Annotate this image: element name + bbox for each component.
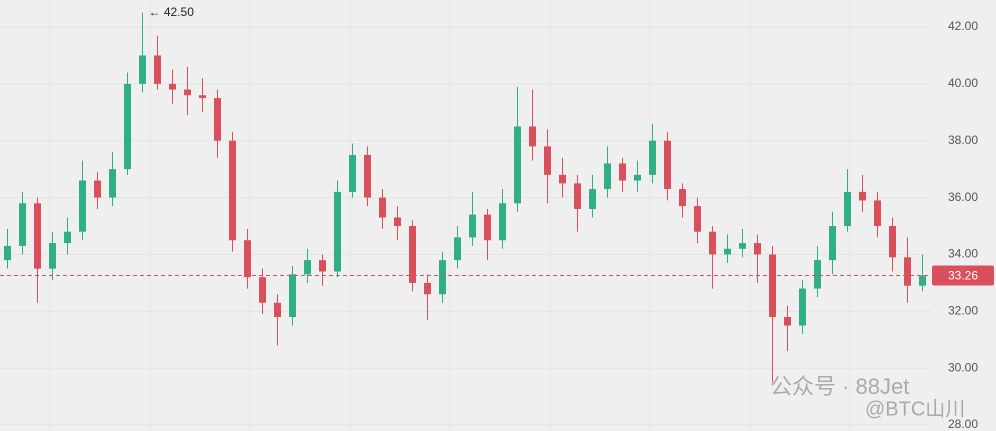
candle-body (49, 243, 56, 269)
candle-body (319, 260, 326, 272)
candle-body (904, 257, 911, 286)
candle-body (679, 189, 686, 207)
candle-body (454, 237, 461, 261)
candle-body (394, 217, 401, 227)
candle-body (4, 245, 11, 261)
candle-body (364, 154, 371, 198)
candle-body (139, 55, 146, 84)
candle-body (484, 214, 491, 241)
candle-body (814, 260, 821, 289)
candle-body (19, 203, 26, 246)
last-price-box (932, 265, 994, 286)
candle-body (244, 240, 251, 278)
candle-body (664, 140, 671, 190)
last-price-label: 33.26 (948, 269, 978, 283)
candle-body (109, 169, 116, 198)
candle-body (634, 174, 641, 181)
y-tick-label: 36.00 (948, 190, 978, 204)
candle-body (769, 254, 776, 317)
y-tick-label: 34.00 (948, 247, 978, 261)
candle-body (349, 154, 356, 192)
candle-body (229, 140, 236, 241)
candle-body (514, 126, 521, 204)
candle-body (439, 260, 446, 295)
candle-body (469, 214, 476, 238)
candle-body (64, 231, 71, 244)
candle-body (694, 206, 701, 232)
candle-body (289, 274, 296, 317)
y-tick-label: 30.00 (948, 360, 978, 374)
y-tick-label: 28.00 (948, 417, 978, 431)
candle-body (499, 203, 506, 241)
candle-body (604, 163, 611, 190)
candle-body (214, 98, 221, 141)
candle-body (94, 180, 101, 198)
candle-body (619, 163, 626, 181)
candle-body (529, 126, 536, 147)
high-marker: ← 42.50 (149, 5, 195, 19)
candle-body (79, 180, 86, 232)
candle-body (379, 197, 386, 218)
y-tick-label: 42.00 (948, 19, 978, 33)
candle-body (274, 302, 281, 317)
candle-body (844, 191, 851, 227)
candle-body (589, 189, 596, 209)
y-tick-label: 38.00 (948, 133, 978, 147)
candle-body (409, 226, 416, 283)
candle-body (544, 146, 551, 175)
candle-body (34, 203, 41, 269)
candle-body (334, 191, 341, 272)
candle-body (799, 288, 806, 326)
candle-body (874, 200, 881, 227)
watermark: 公众号 · 88Jet (770, 374, 909, 399)
candle-body (739, 243, 746, 249)
candle-body (754, 243, 761, 255)
candle-body (304, 260, 311, 275)
candle-body (124, 83, 131, 170)
candle-body (709, 231, 716, 255)
candle-body (184, 89, 191, 96)
candle-body (859, 191, 866, 201)
candle-body (919, 275, 926, 286)
y-tick-label: 40.00 (948, 76, 978, 90)
candle-body (169, 83, 176, 90)
candle-body (889, 226, 896, 258)
candle-body (259, 277, 266, 303)
watermark: @BTC山川 (865, 397, 965, 420)
candle-body (724, 248, 731, 255)
candle-body (424, 282, 431, 295)
candle-body (784, 316, 791, 326)
candle-body (559, 174, 566, 184)
candle-body (199, 95, 206, 99)
candle-body (154, 55, 161, 84)
candle-body (574, 183, 581, 209)
y-tick-label: 32.00 (948, 303, 978, 317)
candle-body (829, 226, 836, 261)
candle-body (649, 140, 656, 175)
